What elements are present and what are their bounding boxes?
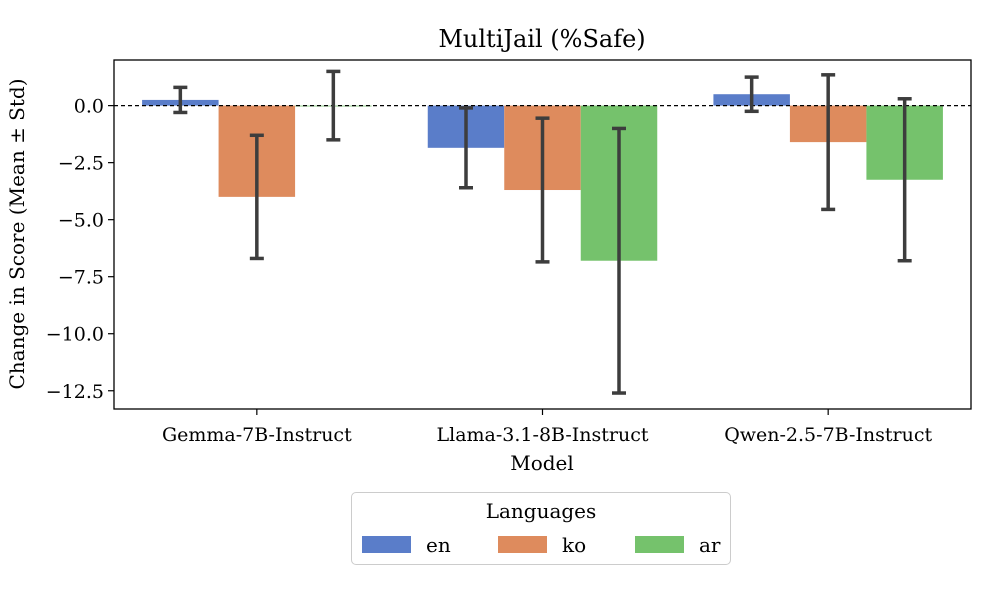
- legend-swatch-ar: [635, 536, 684, 553]
- legend-swatch-ko: [498, 536, 547, 553]
- x-tick-label: Qwen-2.5-7B-Instruct: [724, 424, 932, 446]
- y-tick-label: −10.0: [46, 324, 104, 346]
- y-tick-label: −2.5: [58, 153, 104, 175]
- legend-label-en: en: [426, 533, 451, 557]
- y-tick-label: −7.5: [58, 267, 104, 289]
- legend-swatch-en: [362, 536, 411, 553]
- legend-label-ko: ko: [562, 533, 587, 557]
- legend-title: Languages: [485, 499, 597, 523]
- chart-title: MultiJail (%Safe): [438, 25, 645, 53]
- y-tick-label: −12.5: [46, 381, 104, 403]
- x-tick-label: Llama-3.1-8B-Instruct: [437, 424, 649, 446]
- legend-label-ar: ar: [699, 533, 721, 557]
- legend: Languages en ko ar: [351, 492, 731, 565]
- y-tick-label: 0.0: [74, 96, 104, 118]
- x-tick-label: Gemma-7B-Instruct: [162, 424, 352, 446]
- y-tick-label: −5.0: [58, 210, 104, 232]
- y-axis-label: Change in Score (Mean ± Std): [5, 78, 29, 389]
- x-axis-label: Model: [510, 451, 574, 475]
